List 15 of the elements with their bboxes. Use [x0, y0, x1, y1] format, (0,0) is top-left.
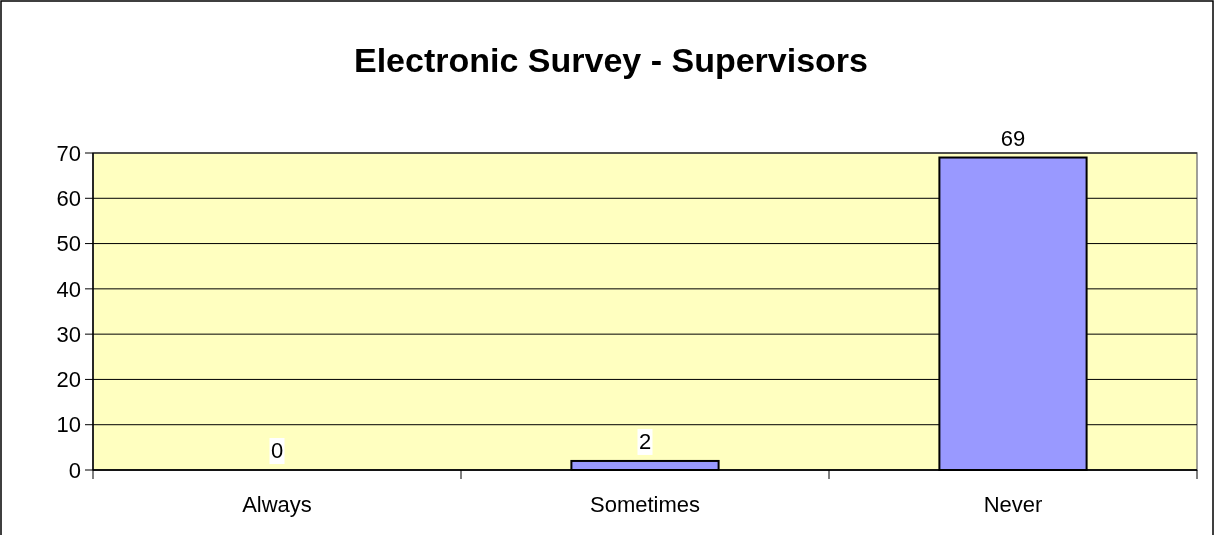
- y-tick-label: 60: [56, 185, 81, 211]
- y-tick-label: 40: [56, 276, 81, 302]
- x-tick-label: Never: [983, 492, 1043, 517]
- y-tick-label: 30: [56, 321, 81, 347]
- data-label: 69: [1000, 125, 1026, 151]
- chart-title: Electronic Survey - Supervisors: [354, 41, 868, 79]
- data-label: 0: [270, 438, 284, 463]
- x-tick-label: Sometimes: [589, 492, 701, 517]
- x-tick-label: Always: [242, 492, 312, 517]
- y-tick-label: 20: [56, 367, 81, 393]
- y-tick-label: 50: [56, 231, 81, 257]
- data-label: 2: [638, 428, 652, 454]
- y-tick-label: 0: [68, 457, 81, 483]
- y-tick-label: 10: [56, 412, 81, 438]
- y-tick-label: 70: [56, 140, 81, 166]
